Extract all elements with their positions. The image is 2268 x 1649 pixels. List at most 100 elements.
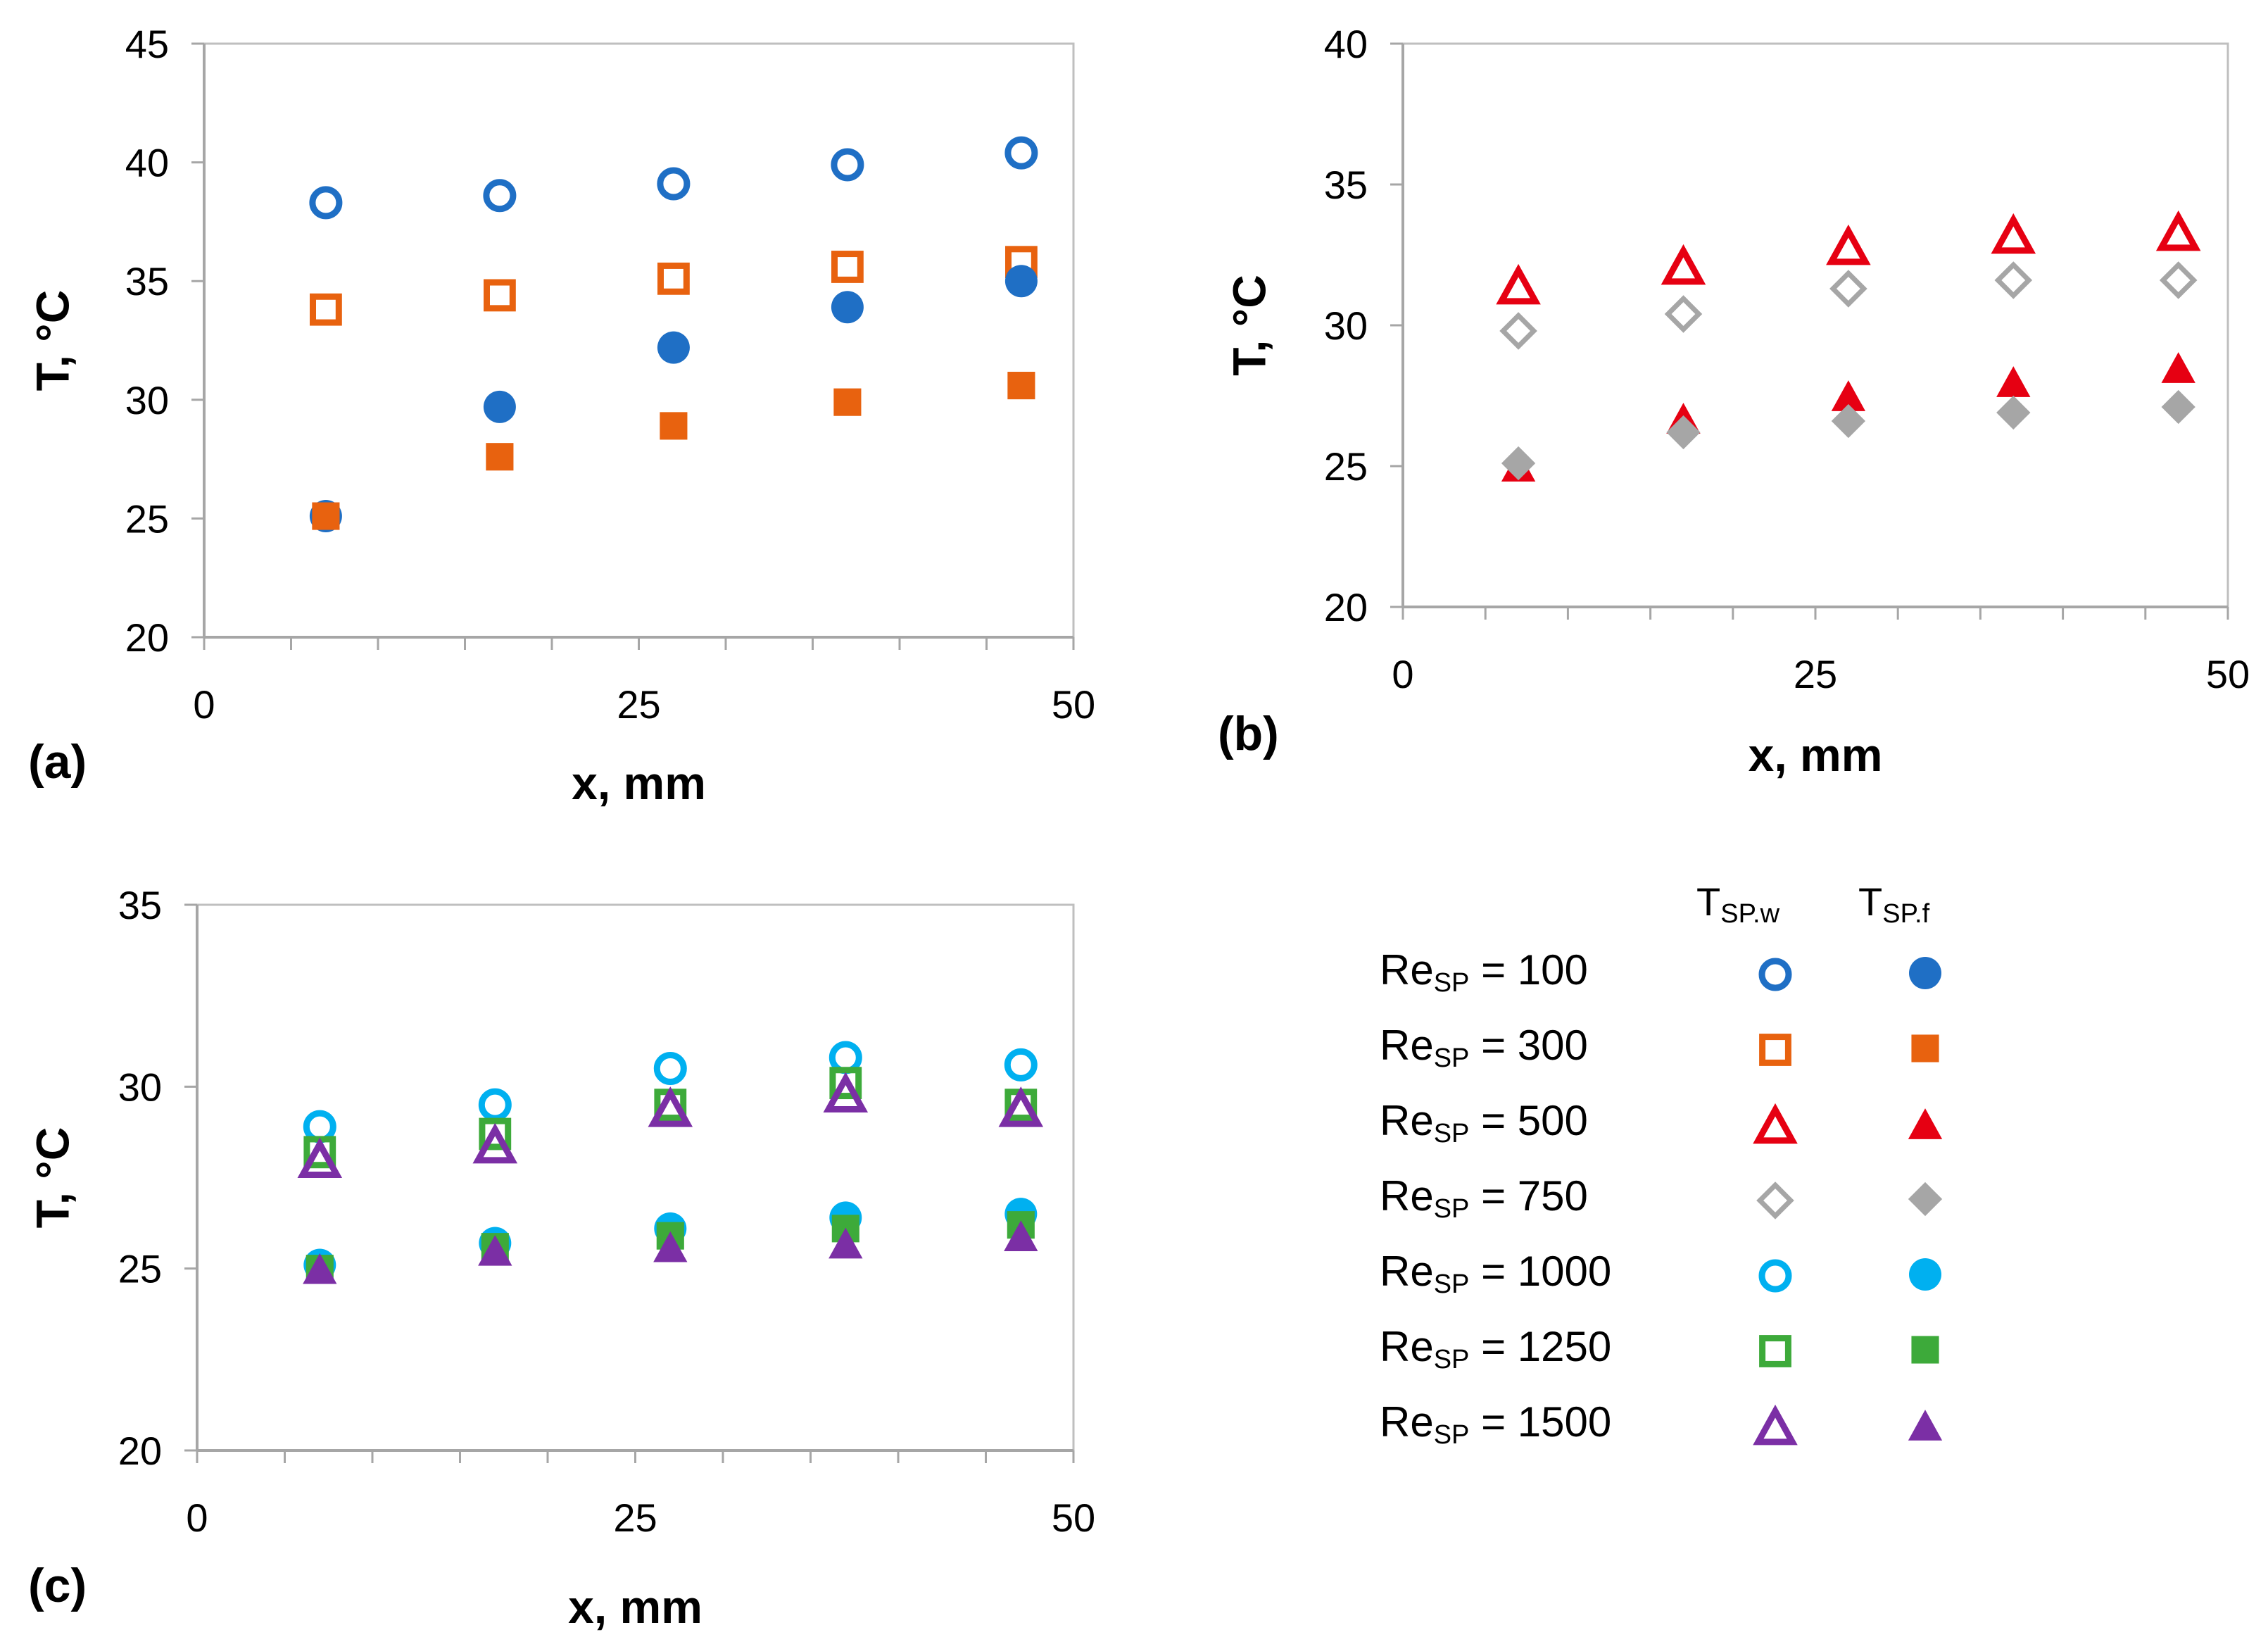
series-triangle-filled xyxy=(303,1220,1038,1284)
x-tick-label: 50 xyxy=(1052,682,1095,727)
data-point xyxy=(2161,352,2195,383)
data-point xyxy=(657,262,690,295)
data-point xyxy=(479,1117,512,1150)
y-tick-label: 20 xyxy=(125,615,169,660)
y-tick-label: 30 xyxy=(118,1065,162,1109)
y-tick-label: 30 xyxy=(1324,303,1368,348)
data-point xyxy=(998,1086,1044,1127)
x-axis-label: x, mm xyxy=(572,757,706,809)
data-point xyxy=(657,167,691,201)
data-point xyxy=(1829,270,1867,308)
data-point xyxy=(1666,415,1701,450)
data-point xyxy=(484,279,516,312)
data-point xyxy=(829,1067,862,1100)
data-point xyxy=(478,1088,512,1122)
data-point xyxy=(1826,224,1871,265)
x-tick-label: 0 xyxy=(193,682,215,727)
data-point xyxy=(2159,261,2198,299)
data-point xyxy=(1496,263,1541,305)
data-point xyxy=(483,390,516,423)
data-point xyxy=(831,291,864,324)
data-point xyxy=(309,186,343,220)
data-point xyxy=(829,1227,863,1259)
legend-label: ReSP = 300 xyxy=(1380,1022,1588,1073)
data-point xyxy=(653,1231,688,1262)
x-axis-label: x, mm xyxy=(568,1581,703,1633)
series-triangle-open xyxy=(297,1072,1044,1179)
legend-marker-filled xyxy=(1909,1258,1941,1291)
data-point xyxy=(483,179,517,213)
data-point xyxy=(1661,244,1706,285)
x-tick-label: 50 xyxy=(2206,652,2250,696)
legend-marker-filled xyxy=(1908,1181,1943,1217)
series-triangle-open xyxy=(1496,210,2201,305)
panel-label: (b) xyxy=(1218,707,1279,760)
data-point xyxy=(1996,395,2031,430)
data-point xyxy=(1831,403,1866,439)
y-tick-label: 35 xyxy=(125,259,169,303)
y-tick-label: 20 xyxy=(118,1429,162,1473)
y-tick-label: 35 xyxy=(1324,163,1368,207)
data-point xyxy=(648,1086,693,1127)
data-point xyxy=(1007,372,1035,400)
data-point xyxy=(1004,1048,1038,1081)
series-diamond-filled xyxy=(1501,389,2195,481)
legend-label: ReSP = 100 xyxy=(1380,946,1588,998)
legend-marker-filled xyxy=(1909,957,1941,989)
data-point xyxy=(1004,136,1038,170)
y-tick-label: 20 xyxy=(1324,585,1368,629)
legend-marker-open xyxy=(1753,1103,1798,1144)
plot-area xyxy=(203,42,1075,639)
legend-marker-open xyxy=(1759,1335,1791,1367)
legend-marker-open xyxy=(1756,1181,1794,1219)
data-point xyxy=(2161,389,2195,425)
legend-label: ReSP = 1250 xyxy=(1380,1323,1611,1374)
y-tick-label: 45 xyxy=(125,22,169,66)
x-tick-label: 50 xyxy=(1052,1496,1095,1540)
legend-marker-open xyxy=(1758,1259,1792,1293)
legend-header-fluid: TSP.f xyxy=(1858,879,1930,929)
x-tick-label: 25 xyxy=(1794,652,1837,696)
data-point xyxy=(310,293,342,326)
data-point xyxy=(657,331,690,364)
data-point xyxy=(478,1234,512,1266)
data-point xyxy=(823,1072,869,1113)
data-point xyxy=(2155,210,2201,251)
x-axis-label: x, mm xyxy=(1749,729,1883,781)
legend-label: ReSP = 500 xyxy=(1380,1097,1588,1148)
data-point xyxy=(1501,446,1536,481)
legend-marker-open xyxy=(1753,1404,1798,1446)
legend-label: ReSP = 1500 xyxy=(1380,1398,1611,1450)
legend-marker-filled xyxy=(1908,1108,1943,1139)
legend-label: ReSP = 750 xyxy=(1380,1172,1588,1224)
legend-marker-filled xyxy=(1908,1410,1943,1441)
panel-label: (a) xyxy=(28,735,87,789)
data-point xyxy=(831,148,864,182)
data-point xyxy=(1664,295,1703,333)
series-circle-open xyxy=(309,136,1038,220)
legend-label: ReSP = 1000 xyxy=(1380,1248,1611,1299)
x-tick-label: 25 xyxy=(613,1496,657,1540)
panel-label: (c) xyxy=(28,1559,87,1612)
y-tick-label: 30 xyxy=(125,378,169,422)
data-point xyxy=(312,502,340,530)
y-tick-label: 25 xyxy=(125,496,169,541)
y-tick-label: 40 xyxy=(125,141,169,185)
legend: TSP.w TSP.f ReSP = 100 ReSP = 300 ReSP = 5… xyxy=(1380,879,1943,1450)
legend-header-wall: TSP.w xyxy=(1696,879,1780,929)
data-point xyxy=(303,1253,337,1284)
y-tick-label: 35 xyxy=(118,883,162,927)
x-tick-label: 25 xyxy=(617,682,660,727)
data-point xyxy=(1991,213,2036,254)
y-tick-label: 25 xyxy=(1324,444,1368,489)
panel-a: 0 25 50 20 25 30 35 40 45 x, mm T, °C (a) xyxy=(26,22,1095,809)
panel-b: 0 25 50 20 25 30 35 40 x, mm T, °C (b) xyxy=(1218,22,2250,781)
data-point xyxy=(1499,312,1537,350)
data-point xyxy=(833,388,862,416)
series-square-open xyxy=(310,246,1038,326)
data-point xyxy=(1004,1220,1038,1252)
series-diamond-open xyxy=(1499,261,2198,350)
y-axis-label: T, °C xyxy=(1223,275,1275,376)
data-point xyxy=(1994,261,2033,299)
